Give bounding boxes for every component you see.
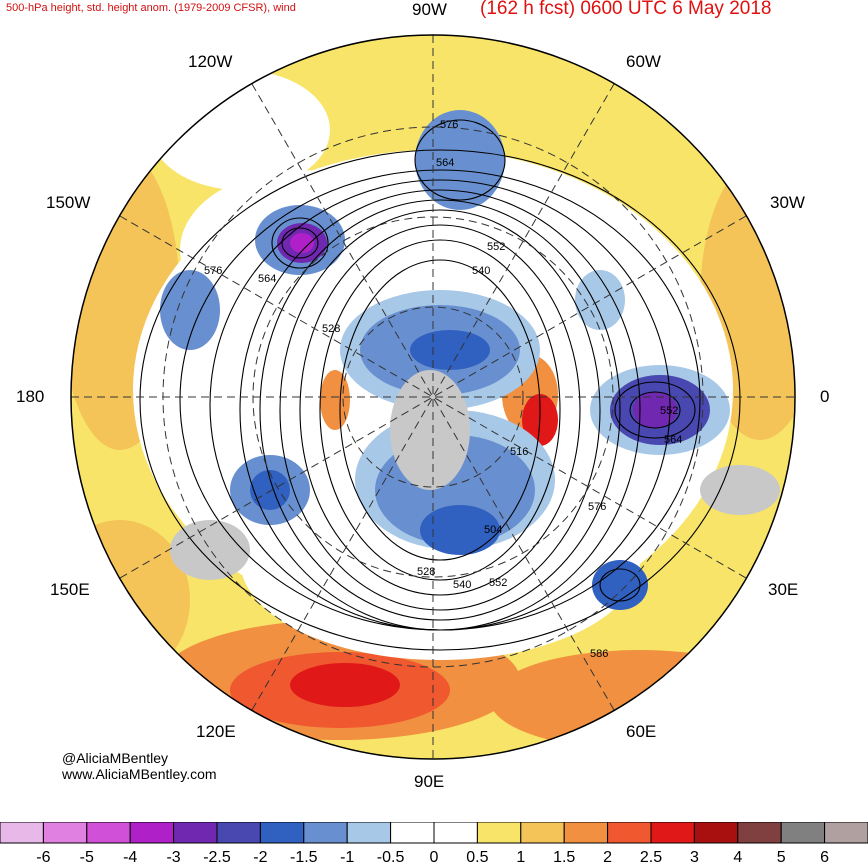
colorbar-tick-label: -1.5 — [290, 849, 318, 865]
colorbar-swatch — [346, 822, 392, 844]
anomaly-area — [160, 270, 220, 350]
colorbar-tick-label: -6 — [36, 849, 50, 865]
colorbar-tick-label: 4 — [733, 849, 742, 865]
map-boundary — [70, 34, 796, 760]
anomaly-area — [320, 370, 350, 430]
colorbar-tick-label: 2.5 — [640, 849, 662, 865]
colorbar-swatch — [476, 822, 522, 844]
anomaly-area — [415, 110, 505, 210]
colorbar-tick-label: 1 — [516, 849, 525, 865]
colorbar-swatch — [824, 822, 868, 844]
anomaly-area — [250, 470, 290, 510]
colorbar-tick-label: 0 — [430, 849, 439, 865]
colorbar-swatch — [520, 822, 565, 844]
lon-label-30e: 30E — [768, 580, 799, 599]
colorbar-swatch — [563, 822, 609, 844]
forecast-valid-time: (162 h fcst) 0600 UTC 6 May 2018 — [480, 0, 772, 19]
contour-label: 552 — [660, 405, 678, 417]
contour-label: 564 — [664, 434, 682, 446]
colorbar-tick-label: -1 — [340, 849, 354, 865]
anomaly-area — [290, 663, 400, 707]
colorbar-swatch — [303, 822, 348, 844]
contour-label: 504 — [484, 524, 502, 536]
lon-label-90e: 90E — [414, 772, 445, 791]
contour-label: 516 — [510, 446, 528, 458]
lon-label-120w: 120W — [188, 52, 233, 71]
contour-label: 540 — [472, 265, 490, 277]
colorbar-swatch — [0, 822, 44, 844]
polar-stereographic-map: 576 564 552 540 528 516 504 552 564 576 … — [70, 34, 796, 760]
colorbar-swatch — [390, 822, 435, 844]
colorbar-tick-label: -2 — [253, 849, 267, 865]
colorbar: -6 -5 -4 -3 -2.5 -2 -1.5 -1 -0.5 0 0.5 1 1.5 2 2.5 3 4 5 6 — [0, 822, 868, 865]
credit-handle: @AliciaMBentley — [62, 750, 169, 766]
terrain-mask — [700, 465, 780, 515]
contour-label: 586 — [590, 648, 608, 660]
contour-label: 528 — [417, 566, 435, 578]
lon-label-180: 180 — [16, 387, 45, 406]
lon-label-30w: 30W — [770, 193, 805, 212]
lon-label-60w: 60W — [626, 52, 661, 71]
contour-label: 540 — [453, 579, 471, 591]
contour-label: 552 — [489, 577, 507, 589]
graticule — [71, 35, 795, 759]
colorbar-swatch — [693, 822, 739, 844]
terrain-mask — [390, 370, 470, 490]
lon-label-90w: 90W — [412, 0, 447, 19]
neutral-area — [150, 70, 330, 190]
map-title: 500-hPa height, std. height anom. (1979-… — [6, 2, 296, 14]
contour-label: 576 — [204, 265, 222, 277]
colorbar-tick-label: -4 — [123, 849, 137, 865]
colorbar-tick-label: -3 — [166, 849, 180, 865]
anomaly-area — [633, 392, 677, 428]
anomaly-area — [410, 330, 490, 370]
colorbar-swatch — [173, 822, 218, 844]
colorbar-tick-label: 1.5 — [553, 849, 575, 865]
contour-label: 564 — [258, 273, 276, 285]
anomaly-area — [420, 505, 500, 555]
terrain-mask — [170, 520, 250, 580]
colorbar-tick-label: 3 — [690, 849, 699, 865]
colorbar-swatch — [433, 822, 478, 844]
lon-label-0: 0 — [820, 387, 830, 406]
colorbar-swatch — [86, 822, 131, 844]
colorbar-tick-label: 2 — [603, 849, 612, 865]
contour-label: 552 — [487, 241, 505, 253]
lon-label-120e: 120E — [196, 722, 236, 741]
anomaly-area — [592, 560, 648, 610]
colorbar-swatch — [650, 822, 695, 844]
colorbar-tick-label: 0.5 — [466, 849, 488, 865]
colorbar-swatch — [259, 822, 305, 844]
anomaly-area — [71, 520, 190, 680]
lon-label-60e: 60E — [626, 722, 657, 741]
colorbar-tick-label: 5 — [777, 849, 786, 865]
contour-label: 564 — [436, 157, 454, 169]
colorbar-swatch — [42, 822, 88, 844]
colorbar-swatch — [216, 822, 261, 844]
lon-label-150w: 150W — [46, 193, 91, 212]
colorbar-swatch — [780, 822, 826, 844]
colorbar-swatch — [737, 822, 782, 844]
contour-label: 576 — [440, 119, 458, 131]
lon-label-150e: 150E — [50, 580, 90, 599]
colorbar-tick-label: 6 — [820, 849, 829, 865]
colorbar-tick-label: -5 — [80, 849, 94, 865]
colorbar-swatch — [129, 822, 175, 844]
contour-label-group: 576 564 552 540 528 516 504 552 564 576 … — [204, 119, 682, 660]
contour-label: 528 — [322, 323, 340, 335]
colorbar-swatch — [607, 822, 652, 844]
contour-label: 576 — [588, 501, 606, 513]
anomaly-area — [290, 233, 314, 253]
height-contours — [139, 119, 741, 651]
credit-website: www.AliciaMBentley.com — [62, 766, 217, 782]
colorbar-tick-label: -2.5 — [203, 849, 231, 865]
colorbar-tick-label: -0.5 — [377, 849, 405, 865]
anomaly-area — [575, 270, 625, 330]
